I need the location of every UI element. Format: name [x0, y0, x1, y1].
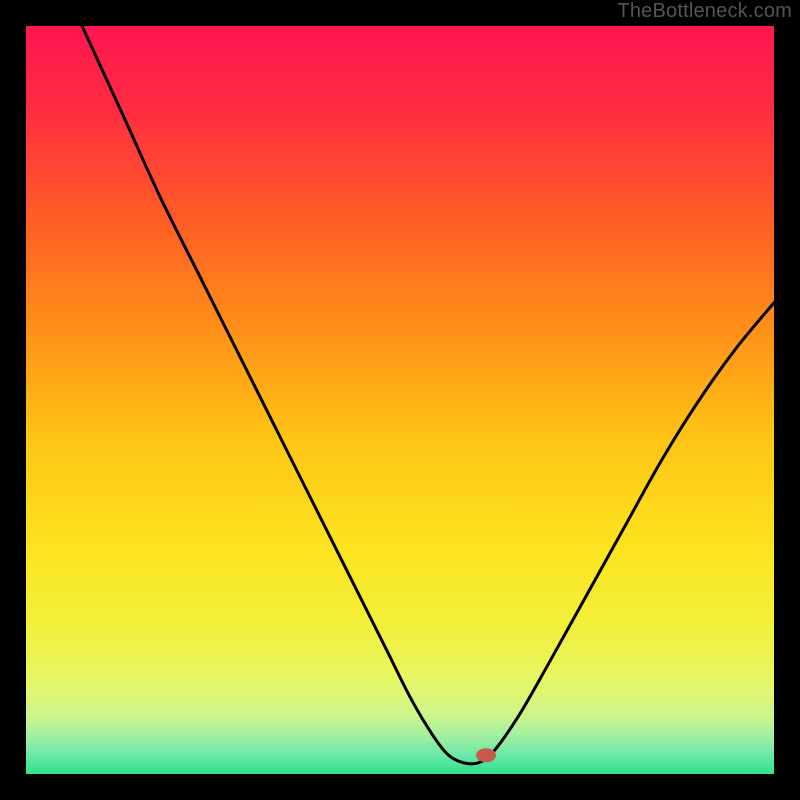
optimal-point-marker: [476, 748, 496, 762]
attribution-watermark: TheBottleneck.com: [617, 0, 792, 23]
chart-container: TheBottleneck.com: [0, 0, 800, 800]
bottleneck-chart: [0, 0, 800, 800]
plot-area: [26, 26, 774, 774]
